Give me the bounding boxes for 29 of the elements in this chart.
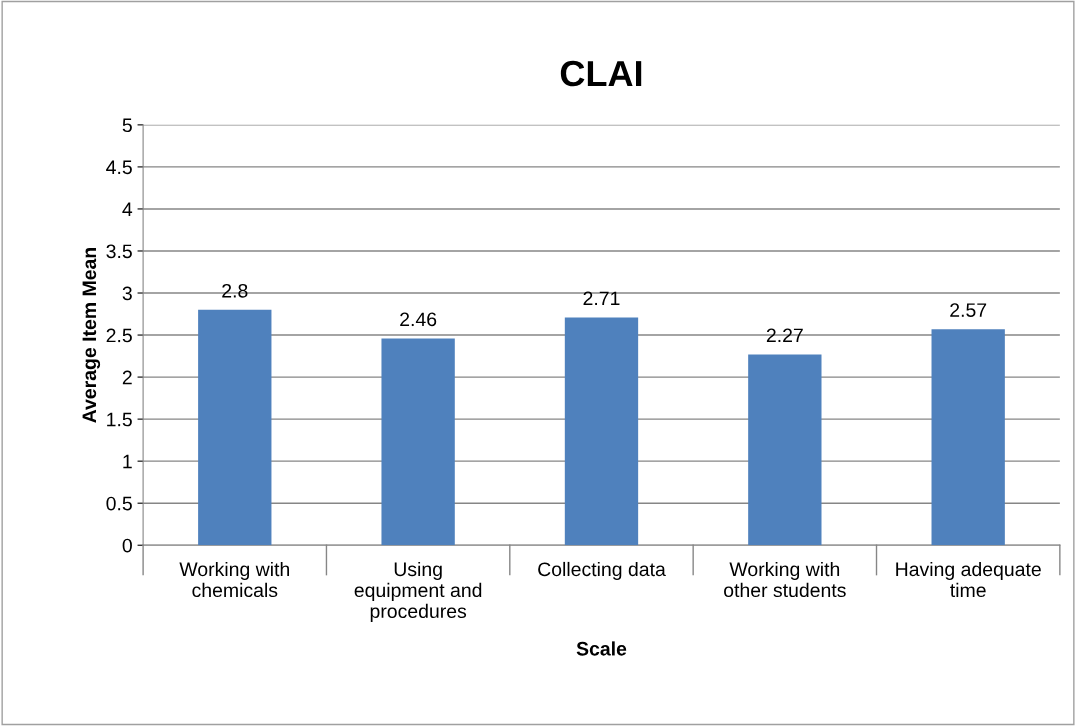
y-tick-label: 1 bbox=[123, 454, 132, 469]
bar bbox=[198, 309, 272, 546]
bar bbox=[381, 338, 455, 546]
data-label: 2.71 bbox=[583, 291, 620, 306]
y-tick-label: 1.5 bbox=[107, 412, 132, 427]
bar bbox=[931, 329, 1005, 546]
x-tick-label: Having adequate time bbox=[896, 561, 1041, 598]
y-tick-label: 2 bbox=[122, 370, 132, 385]
chart-title: CLAI bbox=[560, 60, 642, 87]
y-tick-label: 0.5 bbox=[106, 496, 132, 511]
data-label: 2.46 bbox=[400, 312, 437, 327]
data-label: 2.27 bbox=[766, 328, 803, 343]
y-tick-label: 3.5 bbox=[106, 244, 132, 259]
data-label: 2.57 bbox=[950, 303, 987, 317]
bar bbox=[564, 317, 639, 546]
y-tick-label: 3 bbox=[122, 286, 132, 301]
y-tick-label: 0 bbox=[122, 538, 132, 553]
x-tick-label: Working with chemicals bbox=[179, 561, 289, 598]
y-tick-label: 4 bbox=[122, 202, 133, 216]
x-tick-label: Using equipment and procedures bbox=[354, 561, 482, 622]
y-tick-label: 5 bbox=[122, 118, 132, 133]
x-axis-title: Scale bbox=[576, 641, 627, 656]
data-label: 2.8 bbox=[222, 283, 248, 298]
x-tick-label: Collecting data bbox=[538, 561, 666, 581]
y-tick-label: 4.5 bbox=[106, 160, 132, 175]
bar bbox=[748, 354, 822, 546]
x-tick-label: Working with other students bbox=[724, 561, 846, 598]
y-tick-label: 2.5 bbox=[106, 328, 132, 343]
y-axis-title: Average Item Mean bbox=[82, 248, 101, 423]
